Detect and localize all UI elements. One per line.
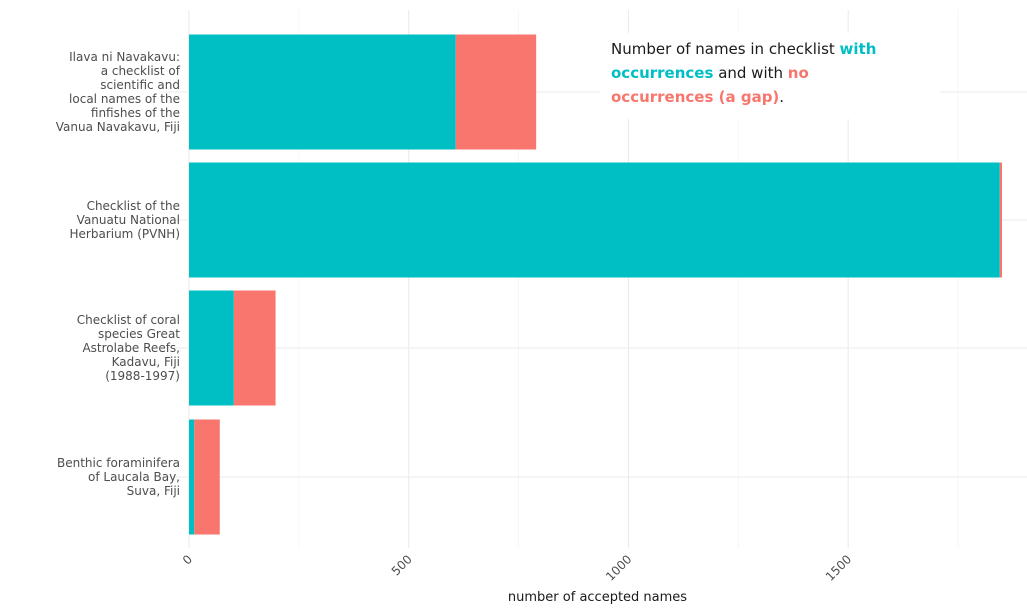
bars-group (189, 34, 1002, 535)
annotation-background (600, 33, 940, 119)
bar-with-occurrences (189, 290, 234, 406)
bar-no-occurrences (194, 419, 220, 535)
bar-with-occurrences (189, 162, 1000, 278)
category-labels: Ilava ni Navakavu: a checklist of scientif… (56, 50, 181, 498)
bar-no-occurrences (455, 34, 537, 150)
x-axis-title: number of accepted names (508, 590, 687, 605)
category-label: Checklist of the Vanuatu National Herbariu… (70, 199, 181, 241)
category-label: Ilava ni Navakavu: a checklist of scientif… (56, 50, 181, 134)
x-tick-label: 1500 (823, 552, 854, 583)
bar-no-occurrences (999, 162, 1002, 278)
x-axis-tick-labels: 0 500 1000 1500 (180, 552, 854, 583)
x-tick-label: 1000 (603, 552, 634, 583)
category-label: Benthic foraminifera of Laucala Bay, Suva,… (57, 456, 180, 498)
x-tick-label: 500 (389, 552, 415, 578)
bar-with-occurrences (189, 419, 195, 535)
category-label: Checklist of coral species Great Astrolabe… (77, 313, 181, 383)
bar-with-occurrences (189, 34, 456, 150)
bar-no-occurrences (233, 290, 276, 406)
chart-annotation: Number of names in checklist with occurre… (611, 40, 876, 106)
x-tick-label: 0 (180, 552, 195, 567)
